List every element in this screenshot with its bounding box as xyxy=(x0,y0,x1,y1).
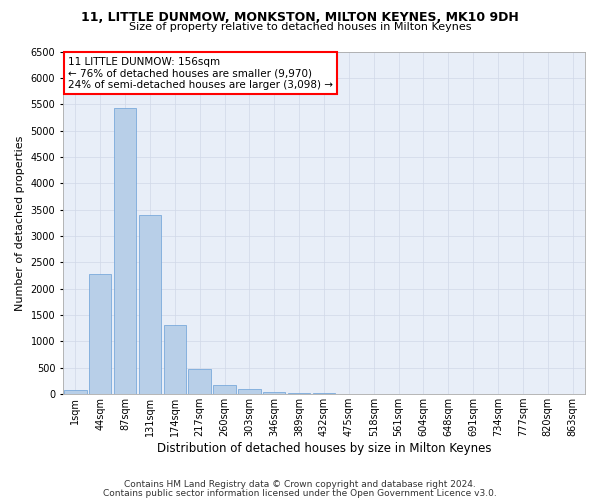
Text: Contains public sector information licensed under the Open Government Licence v3: Contains public sector information licen… xyxy=(103,488,497,498)
Bar xyxy=(64,390,86,394)
Bar xyxy=(263,392,286,394)
X-axis label: Distribution of detached houses by size in Milton Keynes: Distribution of detached houses by size … xyxy=(157,442,491,455)
Y-axis label: Number of detached properties: Number of detached properties xyxy=(15,135,25,310)
Bar xyxy=(214,386,236,394)
Bar xyxy=(89,274,112,394)
Bar xyxy=(164,324,186,394)
Text: Size of property relative to detached houses in Milton Keynes: Size of property relative to detached ho… xyxy=(129,22,471,32)
Bar xyxy=(114,108,136,394)
Bar xyxy=(238,390,260,394)
Bar xyxy=(188,369,211,394)
Text: 11, LITTLE DUNMOW, MONKSTON, MILTON KEYNES, MK10 9DH: 11, LITTLE DUNMOW, MONKSTON, MILTON KEYN… xyxy=(81,11,519,24)
Text: 11 LITTLE DUNMOW: 156sqm
← 76% of detached houses are smaller (9,970)
24% of sem: 11 LITTLE DUNMOW: 156sqm ← 76% of detach… xyxy=(68,56,333,90)
Text: Contains HM Land Registry data © Crown copyright and database right 2024.: Contains HM Land Registry data © Crown c… xyxy=(124,480,476,489)
Bar xyxy=(288,392,310,394)
Bar xyxy=(139,216,161,394)
